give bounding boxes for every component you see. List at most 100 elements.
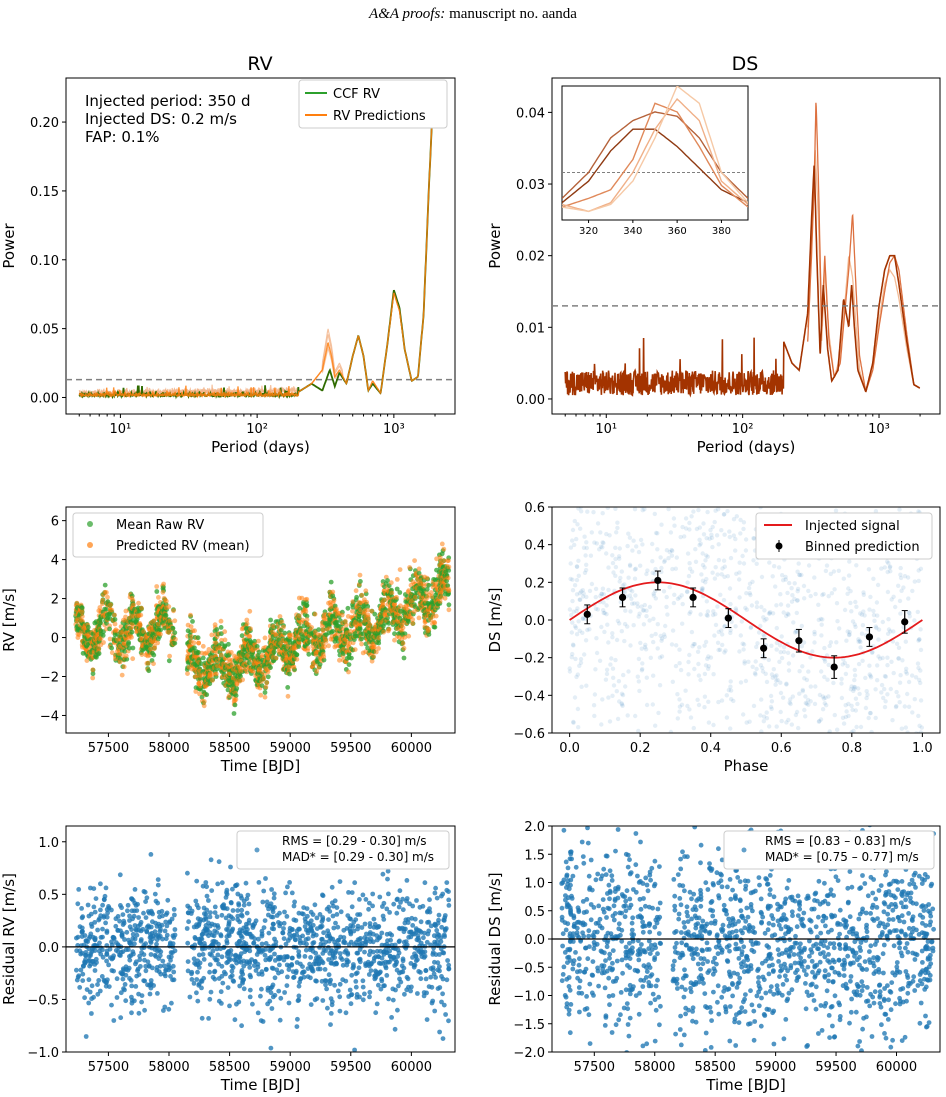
mean-raw-rv-point: [265, 674, 271, 680]
ds-phase-point: [797, 691, 802, 696]
ds-phase-point: [784, 682, 789, 687]
ds-phase-point: [667, 549, 672, 555]
mean-raw-rv-point: [346, 662, 352, 667]
ds-periodogram-xtick-label: 10³: [868, 422, 890, 437]
mean-raw-rv-point: [104, 606, 109, 612]
rv-residuals-point: [97, 940, 102, 946]
predicted-rv-point: [373, 649, 379, 655]
ds-phase-point: [792, 581, 797, 586]
ds-phase-point: [579, 509, 584, 514]
predicted-rv-point: [173, 636, 178, 642]
ds-phase-point: [600, 493, 604, 497]
ds-phase-point: [636, 679, 641, 684]
ds-phase-point: [733, 624, 738, 629]
ds-phase-point: [818, 717, 824, 722]
ds-phase-point: [912, 427, 916, 431]
mean-raw-rv-point: [239, 633, 245, 639]
ds-phase-point: [846, 586, 851, 591]
rv-residuals-point: [131, 913, 137, 919]
rv-residuals-point: [193, 898, 199, 904]
ds-phase-point: [875, 769, 879, 773]
ds-phase-point: [737, 817, 741, 821]
ds-phase-point: [604, 531, 609, 537]
ds-phase-point: [808, 752, 812, 756]
ds-phase-ytick-label: 0.2: [524, 576, 545, 591]
ds-phase-point: [747, 719, 752, 724]
page-header: A&A proofs: manuscript no. aanda: [0, 6, 946, 23]
ds-phase-point: [818, 616, 824, 622]
ds-phase-point: [681, 501, 685, 505]
ds-phase-point: [600, 511, 605, 516]
ds-phase-point: [679, 593, 684, 598]
predicted-rv-point: [392, 637, 397, 643]
ds-phase-point: [862, 751, 866, 755]
ds-phase-point: [682, 534, 687, 539]
ds-phase-point: [606, 640, 611, 645]
ds-phase-point: [814, 804, 818, 808]
predicted-rv-point: [210, 678, 215, 683]
rv-residuals-point: [88, 911, 94, 917]
ds-phase-point: [839, 681, 844, 686]
ds-phase-point: [907, 614, 912, 619]
ds-phase-point: [673, 663, 679, 669]
ds-phase-point: [774, 724, 779, 729]
predicted-rv-point: [244, 621, 250, 627]
rv-timeseries-ytick-label: 0: [51, 632, 59, 647]
predicted-rv-point: [218, 652, 224, 658]
rv-residuals-point: [126, 965, 132, 971]
predicted-rv-point: [119, 652, 125, 657]
ds-phase-point: [603, 677, 609, 682]
rv-residuals-point: [76, 973, 82, 979]
ds-phase-point: [790, 653, 796, 658]
ds-phase-point: [600, 697, 605, 702]
ds-phase-point: [695, 697, 700, 702]
ds-phase-point: [915, 609, 920, 615]
mean-raw-rv-point: [259, 683, 265, 688]
mean-raw-rv-point: [129, 629, 135, 635]
ds-phase-point: [803, 700, 808, 706]
ds-phase-point: [659, 654, 665, 659]
ds-phase-point: [740, 641, 745, 646]
mean-raw-rv-point: [234, 686, 240, 691]
rv-residuals-point: [159, 922, 165, 928]
ds-phase-point: [804, 765, 808, 769]
ds-phase-point: [901, 471, 905, 475]
ds-phase-point: [778, 690, 784, 696]
ds-phase-point: [697, 645, 702, 650]
ds-phase-point: [719, 698, 725, 703]
ds-phase-point: [678, 667, 684, 673]
mean-raw-rv-point: [192, 645, 197, 651]
ds-phase-point: [636, 656, 642, 662]
ds-phase-point: [716, 629, 721, 635]
ds-phase-point: [888, 569, 893, 574]
predicted-rv-point: [90, 667, 96, 673]
rv-residuals-point: [139, 999, 145, 1005]
ds-phase-point: [852, 673, 858, 678]
ds-phase-point: [778, 680, 783, 685]
ds-phase-point: [620, 703, 625, 708]
rv-residuals-point: [133, 959, 139, 965]
ds-phase-point: [885, 559, 890, 564]
ds-phase-point: [851, 688, 856, 694]
predicted-rv-point: [277, 614, 283, 619]
ds-phase-point: [842, 660, 848, 666]
rv-residuals-point: [127, 957, 133, 963]
predicted-rv-point: [130, 656, 136, 662]
ds-phase-point: [669, 406, 673, 410]
ds-phase-point: [687, 527, 692, 532]
rv-residuals-point: [93, 896, 99, 901]
ds-phase-point: [852, 685, 858, 690]
ds-phase-point: [708, 527, 713, 533]
predicted-rv-point: [155, 640, 161, 646]
ds-phase-point: [794, 709, 800, 715]
predicted-rv-point: [265, 669, 271, 675]
ds-phase-point: [726, 476, 730, 480]
predicted-rv-point: [222, 637, 228, 643]
rv-residuals-point: [92, 968, 98, 973]
mean-raw-rv-point: [199, 694, 205, 700]
predicted-rv-point: [117, 659, 123, 665]
rv-residuals-point: [122, 937, 127, 942]
ds-phase-point: [635, 674, 640, 679]
predicted-rv-point: [400, 625, 406, 631]
mean-raw-rv-point: [254, 644, 260, 649]
